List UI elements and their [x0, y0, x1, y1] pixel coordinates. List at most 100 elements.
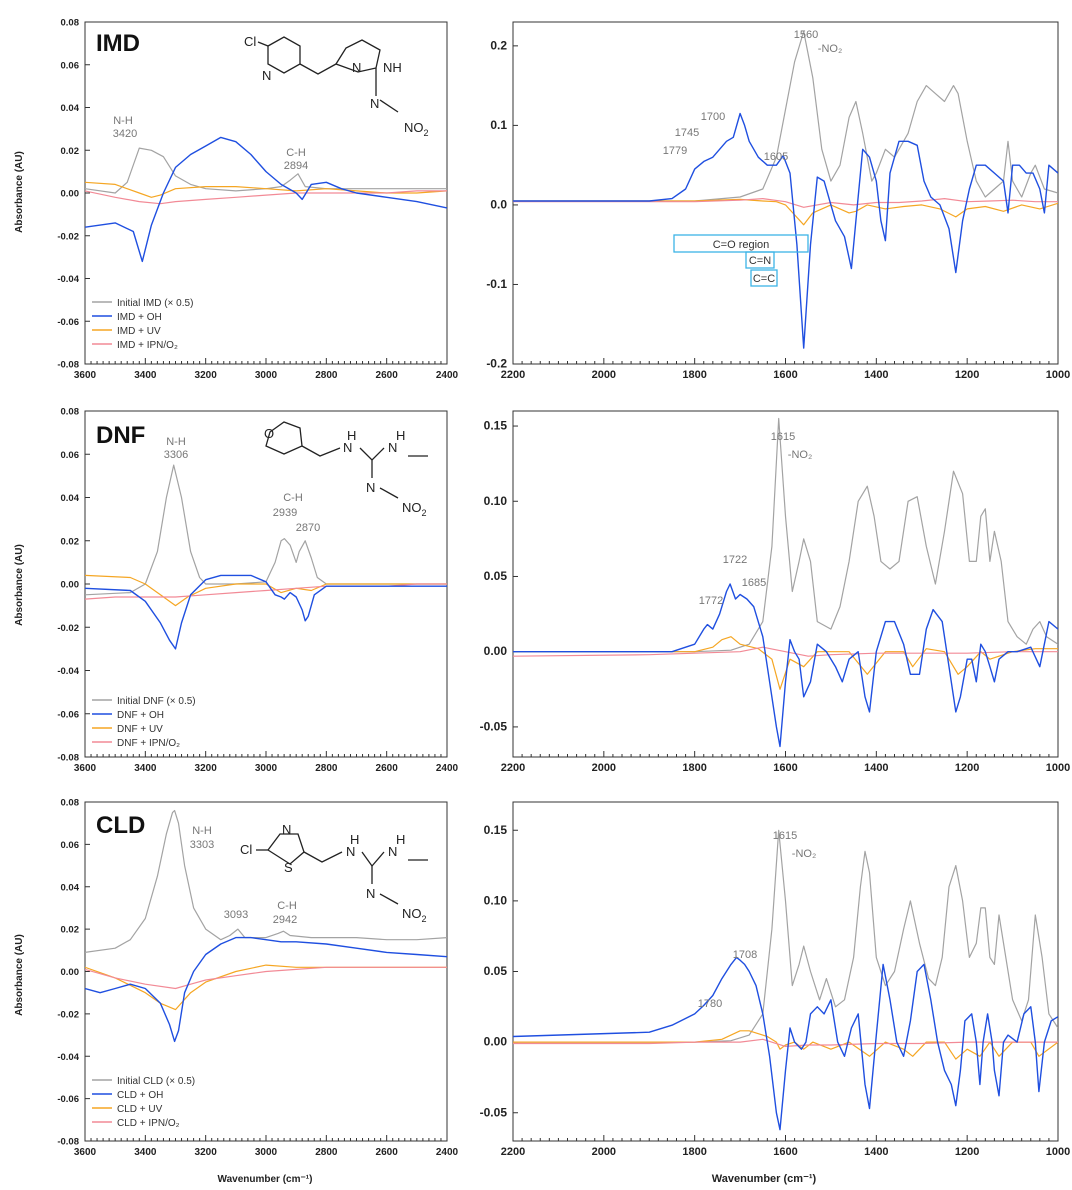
series-line-uv — [85, 574, 447, 607]
svg-text:S: S — [284, 860, 293, 875]
svg-text:NO2: NO2 — [404, 120, 429, 138]
y-tick-label: -0.06 — [57, 317, 79, 328]
x-tick-label: 2800 — [315, 1147, 338, 1158]
svg-text:N: N — [346, 844, 355, 859]
x-tick-label: 2600 — [376, 370, 399, 381]
legend-text-ipn: CLD + IPN/O₂ — [117, 1118, 180, 1129]
annot-nh-imd: N-H — [113, 115, 133, 127]
y-tick-label: 0.00 — [61, 967, 80, 978]
y-tick-label: 0.08 — [61, 798, 80, 809]
x-tick-label: 1600 — [773, 1146, 797, 1158]
plot-frame — [512, 21, 1059, 365]
x-tick-label: 2200 — [501, 369, 525, 381]
series-line-oh — [513, 583, 1058, 748]
legend-text-oh: DNF + OH — [117, 710, 164, 721]
series-line-uv — [513, 636, 1058, 690]
series-line-uv — [85, 181, 447, 198]
x-tick-label: 2200 — [501, 1146, 525, 1158]
svg-text:H: H — [396, 832, 405, 847]
y-tick-label: 0.10 — [484, 494, 508, 508]
series-line-initial — [513, 417, 1058, 653]
y-tick-label: 0.04 — [61, 882, 80, 893]
x-tick-label: 1400 — [864, 369, 888, 381]
y-tick-label: 0.0 — [490, 197, 507, 211]
x-tick-label: 3600 — [74, 370, 97, 381]
x-tick-label: 2600 — [376, 1147, 399, 1158]
annot-1560: 1560 — [794, 29, 818, 41]
x-tick-label: 3600 — [74, 1147, 97, 1158]
row-label-imd: IMD — [96, 30, 140, 57]
series-line-initial — [513, 829, 1058, 1043]
y-tick-label: -0.1 — [486, 277, 507, 291]
svg-text:H: H — [350, 832, 359, 847]
chart-panel-3: 3600 3400 3200 3000 2800 2600 2400 0.08 0.06 0.04… — [57, 407, 458, 775]
x-tick-label: 3400 — [134, 763, 157, 774]
x-tick-label: 2400 — [436, 1147, 459, 1158]
annot-2942: 2942 — [273, 914, 297, 926]
x-tick-label: 1200 — [955, 369, 979, 381]
series-line-initial — [85, 464, 447, 596]
y-tick-label: -0.04 — [57, 274, 79, 285]
chart-panel-6: 2200 2000 1800 1600 1400 1200 1000 0.15 0.10 0.05… — [480, 801, 1070, 1158]
row-label-cld: CLD — [96, 812, 145, 839]
ylabel-imd: Absorbance (AU) — [14, 151, 25, 233]
x-tick-label: 1600 — [773, 762, 797, 774]
y-tick-label: -0.08 — [57, 1137, 79, 1148]
svg-text:N: N — [388, 440, 397, 455]
annot-1722: 1722 — [723, 554, 747, 566]
box-cn-text: C=N — [749, 255, 771, 267]
y-tick-label: 0.15 — [484, 823, 508, 837]
x-tick-label: 2800 — [315, 370, 338, 381]
y-tick-label: -0.04 — [57, 666, 79, 677]
y-tick-label: 0.02 — [61, 146, 80, 157]
x-tick-label: 1800 — [682, 369, 706, 381]
x-tick-label: 1000 — [1046, 1146, 1070, 1158]
svg-text:H: H — [396, 428, 405, 443]
x-tick-label: 3600 — [74, 763, 97, 774]
y-tick-label: -0.05 — [480, 1105, 508, 1119]
x-tick-label: 2000 — [592, 369, 616, 381]
svg-text:H: H — [347, 428, 356, 443]
legend-text-oh: CLD + OH — [117, 1090, 163, 1101]
y-tick-label: 0.00 — [61, 580, 80, 591]
annot-1615-cld: 1615 — [773, 830, 797, 842]
x-tick-label: 3000 — [255, 763, 278, 774]
legend-text-ipn: IMD + IPN/O₂ — [117, 340, 178, 351]
box-cc — [750, 269, 778, 287]
legend-dnf: Initial DNF (× 0.5) DNF + OH DNF + UV DN… — [92, 696, 196, 749]
svg-text:N: N — [366, 886, 375, 901]
y-tick-label: -0.02 — [57, 623, 79, 634]
legend-text-uv: CLD + UV — [117, 1104, 163, 1115]
svg-text:Cl: Cl — [244, 34, 256, 49]
annot-nh-dnf: N-H — [166, 436, 186, 448]
x-tick-label: 1800 — [682, 1146, 706, 1158]
x-tick-label: 3000 — [255, 370, 278, 381]
y-tick-label: 0.00 — [61, 189, 80, 200]
y-tick-label: 0.00 — [484, 644, 508, 658]
x-tick-label: 2000 — [592, 762, 616, 774]
annot-2870: 2870 — [296, 522, 320, 534]
svg-text:Cl: Cl — [240, 842, 252, 857]
x-tick-label: 1400 — [864, 762, 888, 774]
series-line-oh — [513, 112, 1058, 349]
series-line-ipn — [513, 646, 1058, 657]
structure-imd: Cl N N NH N NO2 — [244, 34, 429, 138]
svg-text:N: N — [370, 96, 379, 111]
x-tick-label: 2800 — [315, 763, 338, 774]
legend-text-initial: Initial CLD (× 0.5) — [117, 1076, 195, 1087]
annot-3306: 3306 — [164, 449, 188, 461]
xlabel-left: Wavenumber (cm⁻¹) — [218, 1174, 313, 1185]
box-cn — [745, 251, 775, 269]
y-tick-label: 0.08 — [61, 407, 80, 418]
annot-1745: 1745 — [675, 127, 699, 139]
legend-text-oh: IMD + OH — [117, 312, 162, 323]
structure-cld: Cl N S N H N H N NO2 — [240, 822, 428, 924]
x-tick-label: 2200 — [501, 762, 525, 774]
y-tick-label: 0.00 — [484, 1035, 508, 1049]
series-line-uv — [513, 198, 1058, 226]
annot-ch-dnf: C-H — [283, 492, 303, 504]
y-tick-label: -0.2 — [486, 357, 507, 371]
svg-text:N: N — [262, 68, 271, 83]
annot-1779: 1779 — [663, 145, 687, 157]
legend-imd: Initial IMD (× 0.5) IMD + OH IMD + UV IM… — [92, 298, 193, 351]
